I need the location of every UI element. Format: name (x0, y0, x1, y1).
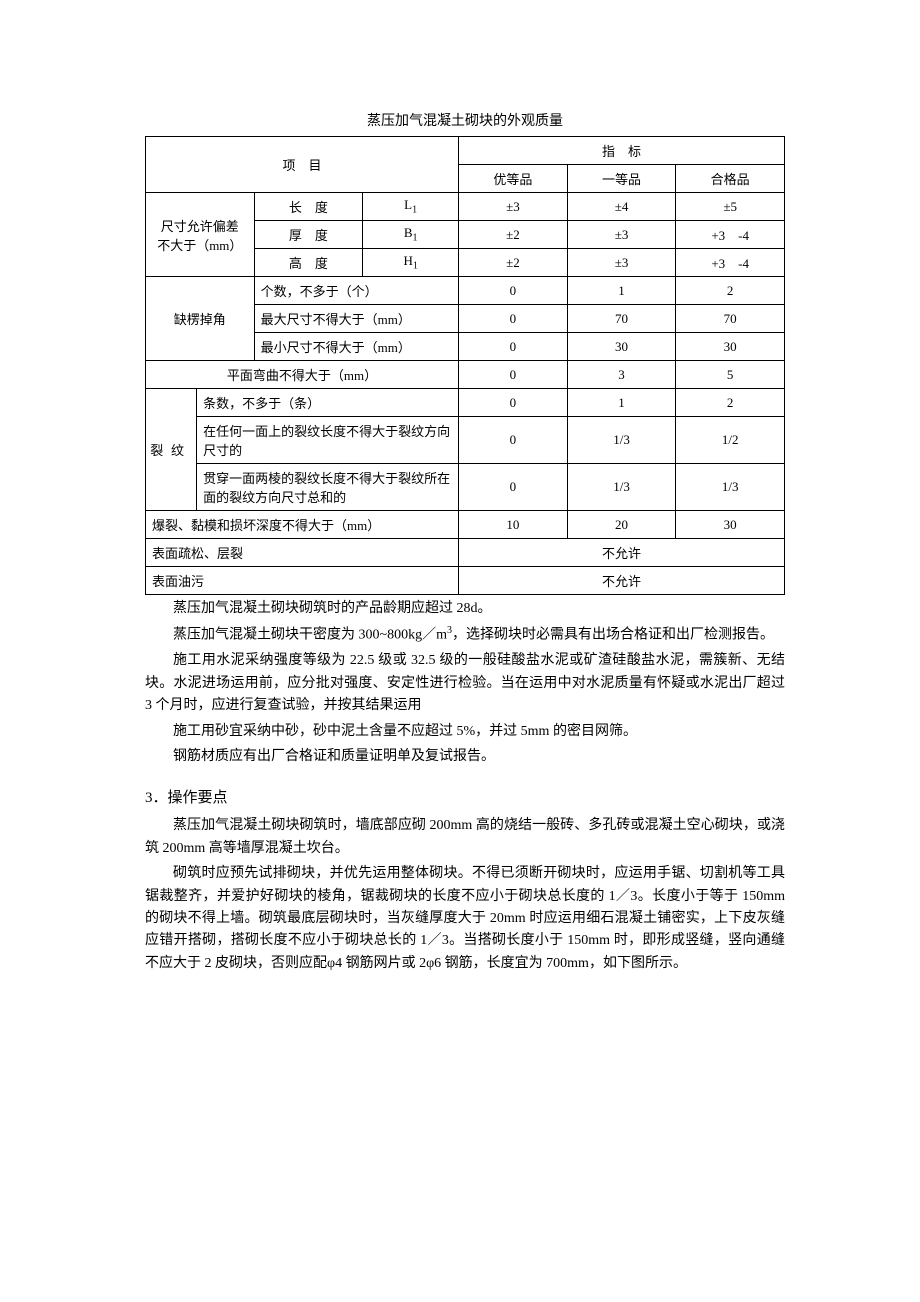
cell: 1/3 (676, 464, 785, 511)
cell: ±4 (567, 193, 676, 221)
th-first: 一等品 (567, 165, 676, 193)
corner-label: 缺楞掉角 (146, 277, 255, 361)
cell: ±2 (459, 249, 568, 277)
para-4: 施工用砂宜采纳中砂，砂中泥土含量不应超过 5%，并过 5mm 的密目网筛。 (145, 721, 785, 743)
damage-label: 爆裂、黏模和损坏深度不得大于（mm） (146, 511, 459, 539)
cell: 30 (676, 333, 785, 361)
dim-tol-label: 尺寸允许偏差 不大于（mm） (146, 193, 255, 277)
cell: 1 (567, 277, 676, 305)
cell: ±3 (567, 221, 676, 249)
cell: 1/3 (567, 417, 676, 464)
th-item: 项 目 (146, 137, 459, 193)
dim-length: 长 度 (254, 193, 363, 221)
cell: 1/3 (567, 464, 676, 511)
para-6: 蒸压加气混凝土砌块砌筑时，墙底部应砌 200mm 高的烧结一般砖、多孔砖或混凝土… (145, 815, 785, 860)
para-2: 蒸压加气混凝土砌块干密度为 300~800kg／m3，选择砌块时必需具有出场合格… (145, 623, 785, 647)
th-indicator: 指 标 (459, 137, 785, 165)
cell: 0 (459, 333, 568, 361)
cell: 2 (676, 389, 785, 417)
dim-height-sym: H1 (363, 249, 459, 277)
cell: 0 (459, 277, 568, 305)
cell: +3 -4 (676, 249, 785, 277)
cell: ±3 (459, 193, 568, 221)
cell: 5 (676, 361, 785, 389)
section-3-heading: 3．操作要点 (145, 786, 785, 807)
bend-label: 平面弯曲不得大于（mm） (146, 361, 459, 389)
crack-count: 条数，不多于（条） (197, 389, 459, 417)
cell: 20 (567, 511, 676, 539)
quality-table: 项 目 指 标 优等品 一等品 合格品 尺寸允许偏差 不大于（mm） 长 度 L… (145, 136, 785, 595)
table-title: 蒸压加气混凝土砌块的外观质量 (145, 110, 785, 130)
cell: 1/2 (676, 417, 785, 464)
cell: ±5 (676, 193, 785, 221)
cell: 70 (676, 305, 785, 333)
loose-val: 不允许 (459, 539, 785, 567)
corner-max: 最大尺寸不得大于（mm） (254, 305, 458, 333)
cell: 0 (459, 361, 568, 389)
crack-through: 贯穿一面两棱的裂纹长度不得大于裂纹所在面的裂纹方向尺寸总和的 (197, 464, 459, 511)
cell: 2 (676, 277, 785, 305)
cell: 30 (676, 511, 785, 539)
cell: 1 (567, 389, 676, 417)
crack-label: 裂纹 (146, 389, 197, 511)
para-1: 蒸压加气混凝土砌块砌筑时的产品龄期应超过 28d。 (145, 598, 785, 620)
th-top: 优等品 (459, 165, 568, 193)
cell: +3 -4 (676, 221, 785, 249)
cell: ±3 (567, 249, 676, 277)
cell: 70 (567, 305, 676, 333)
th-pass: 合格品 (676, 165, 785, 193)
dim-thick-sym: B1 (363, 221, 459, 249)
cell: 0 (459, 389, 568, 417)
loose-label: 表面疏松、层裂 (146, 539, 459, 567)
cell: 0 (459, 305, 568, 333)
para-7: 砌筑时应预先试排砌块，并优先运用整体砌块。不得已须断开砌块时，应运用手锯、切割机… (145, 863, 785, 975)
dim-thick: 厚 度 (254, 221, 363, 249)
crack-anyside: 在任何一面上的裂纹长度不得大于裂纹方向尺寸的 (197, 417, 459, 464)
cell: 3 (567, 361, 676, 389)
para-5: 钢筋材质应有出厂合格证和质量证明单及复试报告。 (145, 746, 785, 768)
para-3: 施工用水泥采纳强度等级为 22.5 级或 32.5 级的一般硅酸盐水泥或矿渣硅酸… (145, 650, 785, 717)
dim-length-sym: L1 (363, 193, 459, 221)
cell: 10 (459, 511, 568, 539)
cell: 0 (459, 417, 568, 464)
corner-min: 最小尺寸不得大于（mm） (254, 333, 458, 361)
oil-label: 表面油污 (146, 567, 459, 595)
oil-val: 不允许 (459, 567, 785, 595)
cell: 0 (459, 464, 568, 511)
cell: 30 (567, 333, 676, 361)
corner-count: 个数，不多于（个） (254, 277, 458, 305)
cell: ±2 (459, 221, 568, 249)
dim-height: 高 度 (254, 249, 363, 277)
